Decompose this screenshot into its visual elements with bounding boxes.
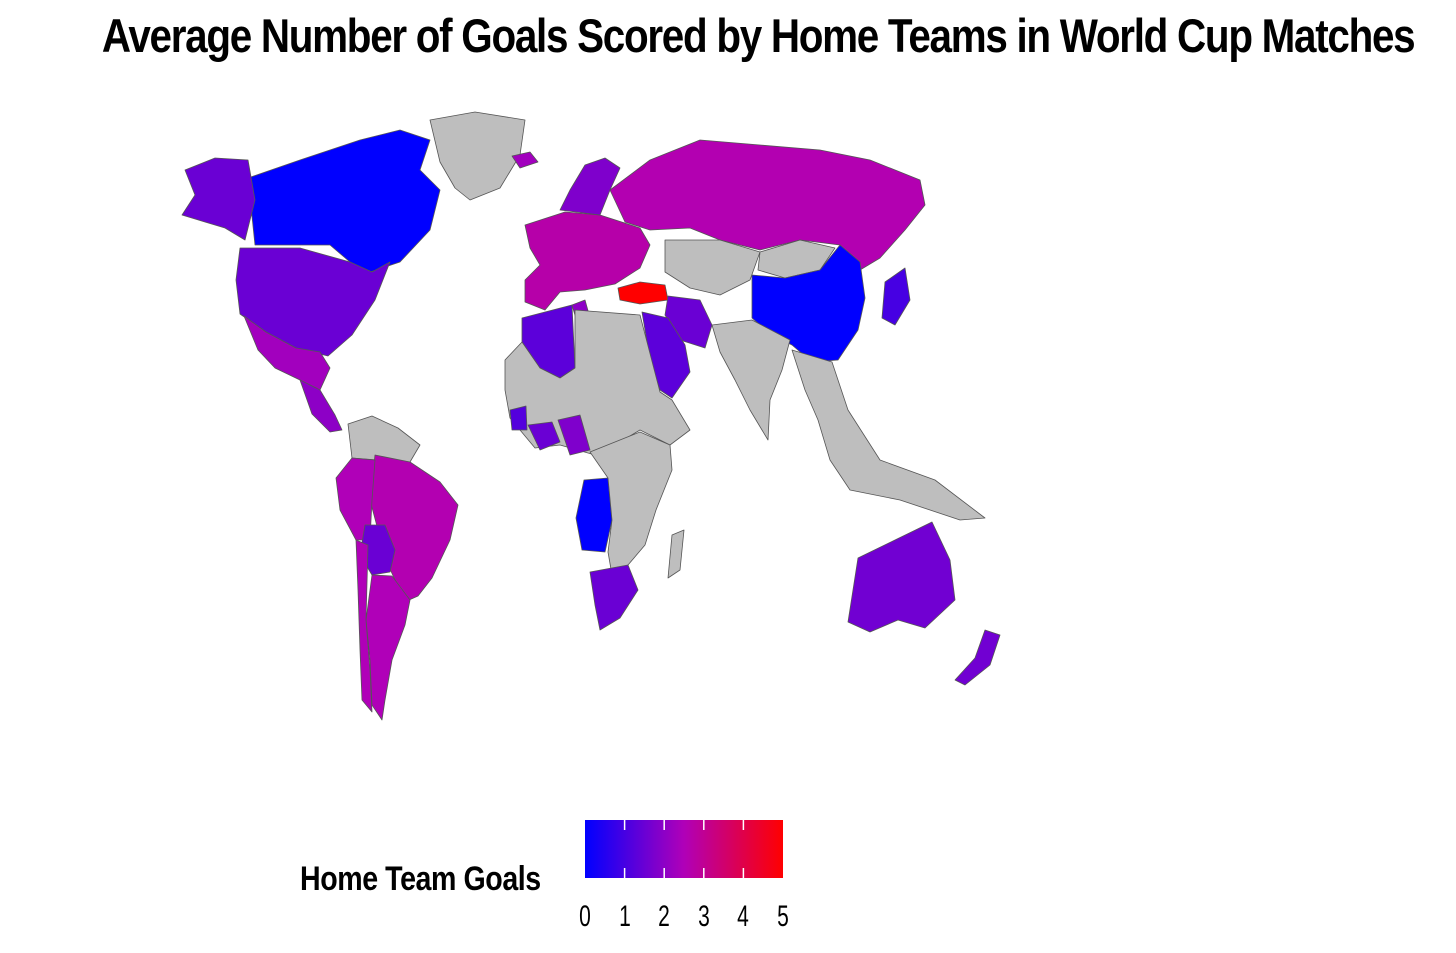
region-iceland <box>511 151 539 169</box>
region-southeast-asia <box>791 349 986 521</box>
region-south-africa <box>589 564 639 631</box>
region-peru <box>335 457 376 541</box>
region-western-europe <box>524 211 651 311</box>
region-sahara-africa <box>504 309 691 456</box>
region-angola <box>575 477 613 553</box>
region-south-america-north <box>347 415 421 463</box>
colorbar-tick-label: 3 <box>697 900 710 933</box>
region-canada <box>247 129 441 273</box>
region-madagascar <box>667 529 685 579</box>
region-nigeria <box>527 421 561 451</box>
colorbar-tick-label: 2 <box>658 900 671 933</box>
legend-title: Home Team Goals <box>300 860 541 898</box>
region-central-america <box>299 379 343 433</box>
region-japan <box>881 267 911 326</box>
colorbar-tick-label: 5 <box>777 900 789 933</box>
region-new-zealand <box>954 629 1001 686</box>
legend-colorbar <box>585 820 783 878</box>
colorbar-tick-label: 4 <box>737 900 750 933</box>
region-argentina <box>365 574 411 721</box>
region-australia <box>847 521 956 633</box>
region-turkey <box>617 281 669 305</box>
colorbar-tick-label: 1 <box>618 900 631 933</box>
region-greenland <box>429 111 526 201</box>
colorbar-tick-label: 0 <box>579 900 591 933</box>
region-chile <box>355 539 373 713</box>
region-cameroon <box>557 414 591 456</box>
region-alaska <box>181 157 256 241</box>
region-russia <box>609 139 926 271</box>
region-scandinavia <box>559 157 621 216</box>
region-india <box>711 319 791 441</box>
region-united-states <box>235 247 391 357</box>
map-title: Average Number of Goals Scored by Home T… <box>101 9 1416 62</box>
region-iran <box>664 295 713 349</box>
region-east-africa <box>589 431 673 576</box>
region-mexico <box>243 315 331 391</box>
region-ghana <box>509 405 528 431</box>
region-kazakhstan <box>664 239 761 296</box>
